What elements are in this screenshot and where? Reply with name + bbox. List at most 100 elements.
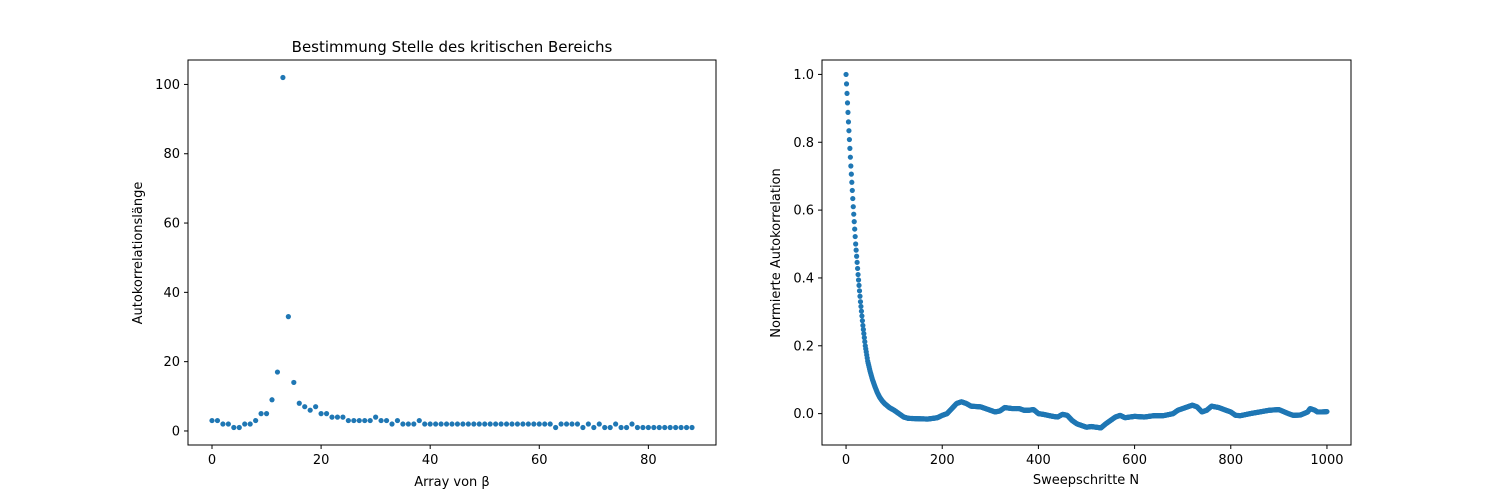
panel-0-data-point bbox=[623, 424, 630, 431]
panel-0-data-point bbox=[231, 424, 237, 431]
panel-1-data-point bbox=[854, 259, 860, 265]
panel-0-data-point bbox=[514, 421, 521, 427]
panel-1-data-point bbox=[849, 179, 855, 185]
panel-0-data-point bbox=[493, 421, 499, 427]
panel-0-data-point bbox=[340, 414, 346, 420]
panel-1-data-point bbox=[849, 187, 855, 194]
panel-0-data-point bbox=[302, 404, 308, 410]
panel-autokorrelationslaenge: Bestimmung Stelle des kritischen Bereich… bbox=[131, 38, 717, 490]
panel-0-data-point bbox=[673, 424, 679, 431]
panel-0-title: Bestimmung Stelle des kritischen Bereich… bbox=[292, 38, 613, 56]
panel-0-data-point bbox=[591, 424, 597, 431]
panel-0-data-point bbox=[351, 417, 357, 424]
panel-0-xtick-label: 60 bbox=[531, 453, 548, 468]
panel-1-ticks: 0 200 400 600 800 1000 0.0 0.2 0.4 0.6 0.8 1.0 bbox=[793, 68, 1343, 468]
panel-0-data-point bbox=[269, 397, 275, 403]
panel-1-xtick-label: 800 bbox=[1218, 453, 1243, 468]
panel-1-data-point bbox=[861, 330, 867, 337]
panel-1-data-point bbox=[848, 171, 854, 177]
panel-0-data-point bbox=[454, 421, 461, 427]
panel-0-data-point bbox=[449, 421, 455, 427]
panel-1-data-point bbox=[853, 241, 859, 247]
panel-0-data-point bbox=[525, 421, 531, 427]
panel-1-xtick-label: 600 bbox=[1122, 453, 1147, 468]
panel-1-ytick-label: 0.4 bbox=[793, 271, 814, 286]
panel-1-ytick-label: 0.6 bbox=[793, 204, 814, 219]
panel-0-data-point bbox=[476, 421, 482, 427]
panel-0-data-point bbox=[482, 421, 488, 427]
panel-0-ytick-label: 40 bbox=[163, 286, 180, 301]
panel-1-data-point bbox=[850, 204, 856, 210]
panel-0-xtick-label: 0 bbox=[208, 453, 216, 468]
panel-0-data-point bbox=[433, 421, 439, 427]
panel-0-data-point bbox=[689, 424, 695, 431]
panel-1-ytick-label: 0.2 bbox=[793, 339, 814, 354]
panel-normierte-autokorrelation: 0 200 400 600 800 1000 0.0 0.2 0.4 0.6 0.8 1.0 Swee… bbox=[769, 59, 1352, 488]
panel-0-data-point bbox=[296, 400, 302, 406]
panel-0-ytick-label: 100 bbox=[155, 78, 180, 93]
panel-0-data-point bbox=[214, 417, 221, 424]
panel-0-data-point bbox=[329, 414, 335, 420]
panel-0-data-point bbox=[547, 421, 553, 427]
panel-1-data-point bbox=[847, 145, 853, 151]
panel-0-data-point bbox=[362, 417, 368, 424]
panel-0-data-point bbox=[531, 421, 537, 427]
panel-1-data-point bbox=[858, 303, 864, 310]
panel-0-ylabel: Autokorrelationslänge bbox=[131, 182, 146, 325]
panel-1-data-point bbox=[847, 154, 853, 160]
panel-0-data-point bbox=[220, 421, 226, 427]
panel-1-data-point bbox=[852, 226, 858, 232]
panel-0-points bbox=[209, 74, 695, 431]
panel-0-data-point bbox=[313, 404, 319, 410]
panel-0-data-point bbox=[285, 314, 291, 320]
panel-1-data-point bbox=[856, 288, 863, 294]
panel-0-data-point bbox=[258, 411, 264, 417]
panel-0-data-point bbox=[242, 421, 248, 427]
panel-0-data-point bbox=[503, 421, 510, 427]
panel-1-data-point bbox=[843, 81, 850, 87]
panel-0-data-point bbox=[236, 424, 242, 431]
panel-1-data-point bbox=[855, 277, 862, 283]
panel-0-data-point bbox=[274, 369, 281, 375]
panel-1-data-point bbox=[850, 195, 856, 202]
panel-1-ylabel: Normierte Autokorrelation bbox=[769, 168, 784, 338]
panel-1-data-point bbox=[1324, 408, 1330, 415]
panel-0-data-point bbox=[416, 417, 422, 424]
panel-0-data-point bbox=[443, 421, 450, 427]
panel-1-data-point bbox=[857, 293, 863, 299]
panel-0-ytick-label: 80 bbox=[163, 147, 180, 162]
panel-0-data-point bbox=[405, 421, 411, 427]
panel-0-data-point bbox=[465, 421, 471, 427]
panel-0-data-point bbox=[438, 421, 444, 427]
panel-0-data-point bbox=[640, 424, 646, 431]
panel-0-data-point bbox=[569, 421, 575, 427]
panel-1-data-point bbox=[860, 326, 866, 333]
panel-0-data-point bbox=[356, 417, 362, 424]
panel-0-xtick-label: 80 bbox=[640, 453, 657, 468]
panel-0-data-point bbox=[253, 417, 259, 424]
panel-0-data-point bbox=[563, 421, 570, 427]
panel-0-data-point bbox=[291, 379, 297, 386]
panel-1-data-point bbox=[854, 253, 860, 259]
panel-1-data-point bbox=[845, 109, 851, 116]
panel-0-data-point bbox=[667, 424, 673, 431]
panel-1-data-point bbox=[845, 119, 852, 125]
panel-0-data-point bbox=[607, 424, 613, 431]
panel-0-data-point bbox=[498, 421, 504, 427]
panel-0-data-point bbox=[280, 74, 286, 81]
panel-1-xtick-label: 0 bbox=[842, 453, 850, 468]
panel-1-data-point bbox=[846, 128, 852, 134]
panel-0-ytick-label: 60 bbox=[163, 217, 180, 232]
panel-1-xtick-label: 1000 bbox=[1310, 453, 1343, 468]
panel-0-data-point bbox=[651, 424, 657, 431]
panel-0-data-point bbox=[558, 421, 564, 427]
panel-1-data-point bbox=[848, 163, 854, 169]
panel-0-data-point bbox=[378, 417, 384, 424]
panel-0-data-point bbox=[487, 421, 493, 427]
panel-1-xlabel: Sweepschritte N bbox=[1033, 473, 1139, 488]
panel-0-ytick-label: 0 bbox=[172, 424, 180, 439]
panel-1-data-point bbox=[844, 100, 851, 106]
panel-0-data-point bbox=[596, 421, 602, 427]
